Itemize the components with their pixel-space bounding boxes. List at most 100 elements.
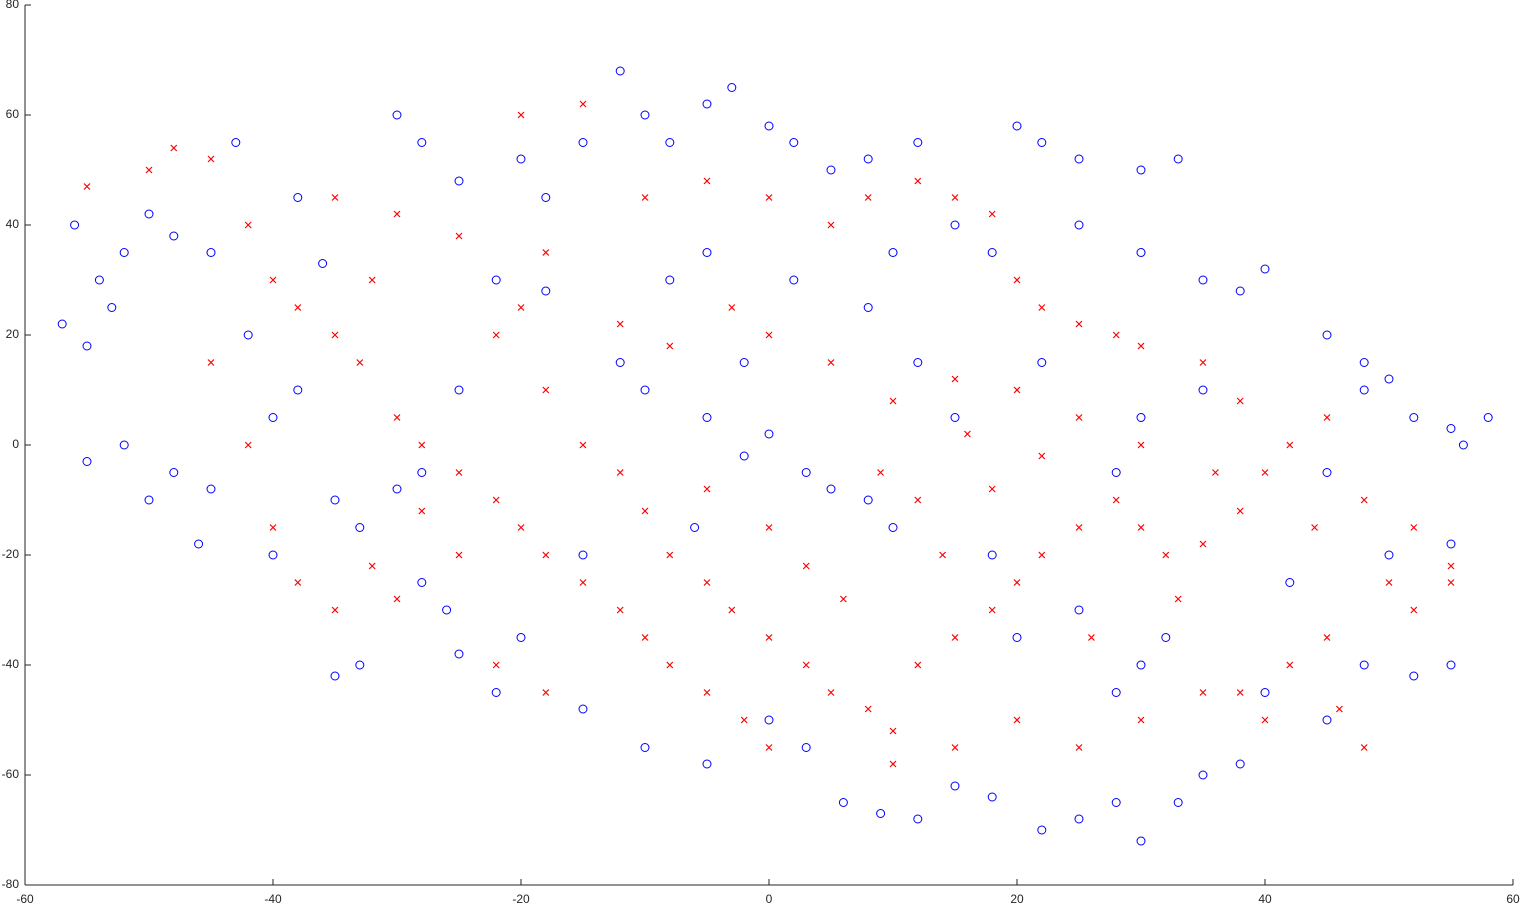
circle-point xyxy=(94,275,104,285)
circle-point xyxy=(1409,671,1419,681)
circle-point xyxy=(1198,385,1208,395)
circle-point xyxy=(1111,468,1121,477)
cross-point xyxy=(331,606,339,614)
circle-point xyxy=(640,385,650,395)
circle-point xyxy=(169,468,179,477)
cross-point xyxy=(864,705,872,713)
circle-point xyxy=(1074,814,1084,824)
cross-point xyxy=(1360,496,1368,504)
circle-point xyxy=(888,248,898,257)
cross-point xyxy=(914,496,922,504)
cross-point xyxy=(145,166,153,174)
cross-point xyxy=(951,194,959,201)
circle-point xyxy=(541,286,551,296)
circle-point xyxy=(1322,468,1332,477)
circle-point xyxy=(1235,759,1245,769)
circle-point xyxy=(392,484,402,494)
cross-point xyxy=(889,727,897,735)
cross-point xyxy=(1038,452,1046,460)
circle-point xyxy=(144,495,154,505)
circle-point xyxy=(268,413,278,422)
cross-point xyxy=(1447,579,1455,586)
circle-point xyxy=(107,303,117,312)
cross-point xyxy=(207,155,215,163)
cross-point xyxy=(765,524,773,531)
cross-point xyxy=(827,221,835,229)
circle-point xyxy=(1235,286,1245,296)
circle-point xyxy=(318,259,328,268)
circle-point xyxy=(243,330,253,340)
cross-point xyxy=(827,359,835,366)
cross-point xyxy=(728,606,736,614)
cross-point xyxy=(1087,634,1095,641)
circle-point xyxy=(702,413,712,422)
cross-point xyxy=(1199,359,1207,366)
circle-point xyxy=(913,814,923,824)
cross-point xyxy=(914,177,922,185)
cross-point xyxy=(988,606,996,614)
circle-point xyxy=(1136,413,1146,422)
circle-point xyxy=(1161,633,1171,642)
cross-point xyxy=(294,579,302,586)
cross-point xyxy=(951,744,959,751)
x-tick-label: -60 xyxy=(16,892,34,906)
circle-point xyxy=(950,413,960,422)
circle-point xyxy=(1446,424,1456,433)
cross-point xyxy=(740,716,748,724)
cross-point xyxy=(877,469,885,476)
circle-point xyxy=(1136,836,1146,846)
cross-point xyxy=(492,331,500,339)
cross-point xyxy=(331,194,339,201)
cross-point xyxy=(517,304,525,311)
circle-point xyxy=(665,275,675,285)
circle-point xyxy=(57,319,67,329)
cross-point xyxy=(1199,540,1207,548)
circle-point xyxy=(1322,330,1332,340)
circle-point xyxy=(1359,385,1369,395)
circle-point xyxy=(950,781,960,791)
y-tick-label: -80 xyxy=(2,877,20,891)
x-tick-label: -40 xyxy=(264,892,282,906)
cross-point xyxy=(418,507,426,515)
cross-point xyxy=(294,304,302,311)
circle-point xyxy=(1260,264,1270,274)
cross-point xyxy=(1211,469,1219,476)
cross-point xyxy=(951,375,959,383)
cross-point xyxy=(703,689,711,696)
circle-point xyxy=(516,633,526,642)
cross-point xyxy=(1261,469,1269,476)
cross-point xyxy=(579,579,587,586)
cross-point xyxy=(393,414,401,421)
cross-point xyxy=(641,507,649,515)
cross-point xyxy=(393,595,401,603)
cross-point xyxy=(517,111,525,119)
cross-point xyxy=(1137,524,1145,531)
cross-point xyxy=(914,661,922,669)
x-tick-label: 20 xyxy=(1010,892,1024,906)
cross-point xyxy=(1013,386,1021,394)
cross-point xyxy=(1236,689,1244,696)
circle-point xyxy=(70,220,80,230)
cross-point xyxy=(889,760,897,768)
cross-point xyxy=(839,595,847,603)
circle-point xyxy=(1359,660,1369,670)
cross-point xyxy=(1013,579,1021,586)
circle-point xyxy=(702,248,712,257)
y-tick-label: 40 xyxy=(6,217,20,231)
circle-point xyxy=(1074,154,1084,164)
circle-point xyxy=(231,138,241,147)
circle-point xyxy=(417,468,427,477)
circle-point xyxy=(1322,715,1332,725)
cross-point xyxy=(393,210,401,218)
circle-point xyxy=(330,495,340,505)
cross-point xyxy=(1075,414,1083,421)
circle-point xyxy=(1198,770,1208,780)
circle-point xyxy=(1074,220,1084,230)
cross-point xyxy=(641,194,649,201)
circle-point xyxy=(454,385,464,395)
cross-point xyxy=(368,562,376,570)
circle-point xyxy=(764,121,774,131)
circle-point xyxy=(838,798,848,807)
cross-point xyxy=(269,276,277,284)
cross-point xyxy=(542,551,550,559)
